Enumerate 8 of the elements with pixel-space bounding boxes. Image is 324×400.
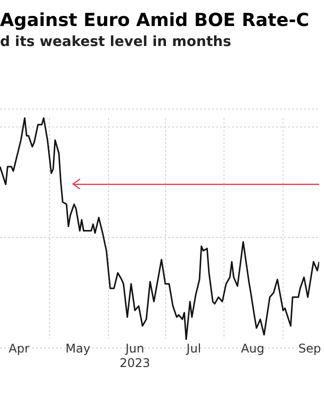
chart-subtitle: d its weakest level in months [0,34,232,50]
x-tick-label: Aug [240,342,264,356]
x-tick-label: Sep [298,342,322,356]
chart-title: Against Euro Amid BOE Rate-C [0,10,310,31]
x-tick-label: May [65,342,90,356]
x-tick-label: Apr [8,342,30,356]
x-tick-label: Jul [186,342,202,356]
x-tick-label: Jun 2023 [120,342,150,370]
